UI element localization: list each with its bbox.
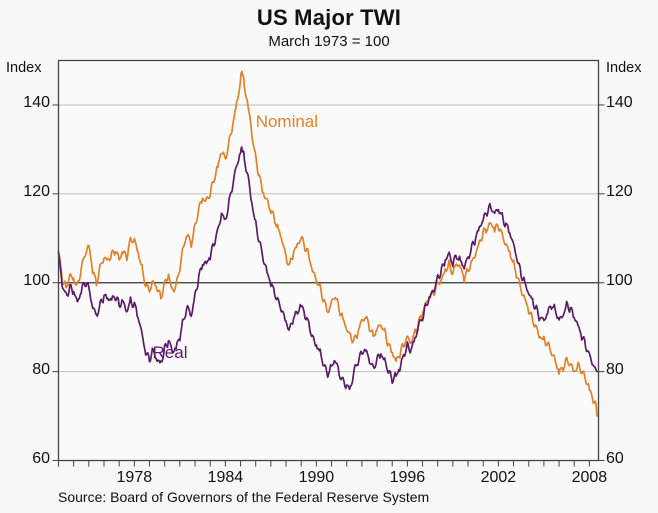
x-axis-tick-1984: 1984 [207,468,244,486]
source-note: Source: Board of Governors of the Federa… [58,489,430,505]
y-axis-tick-right-60: 60 [606,449,624,467]
y-axis-unit-left: Index [6,60,42,76]
x-axis-tick-2008: 2008 [571,468,608,486]
y-axis-tick-right-100: 100 [606,271,633,289]
x-axis-tick-2002: 2002 [480,468,517,486]
y-axis-tick-left-60: 60 [32,449,50,467]
y-axis-tick-right-140: 140 [606,93,633,111]
series-line-nominal [57,70,598,417]
series-label-nominal: Nominal [255,111,319,131]
y-axis-unit-right: Index [606,60,642,76]
x-axis-tick-1978: 1978 [116,468,153,486]
plot-background [58,60,599,461]
y-axis-tick-left-120: 120 [23,182,50,200]
y-axis-tick-right-120: 120 [606,182,633,200]
x-axis-tick-1996: 1996 [389,468,426,486]
plot-frame [57,59,600,462]
series-label-real: Real [152,342,188,362]
y-axis-tick-left-100: 100 [23,271,50,289]
chart-title: US Major TWI [256,5,402,30]
y-axis-tick-right-80: 80 [606,360,624,378]
series-line-real [57,146,598,391]
x-axis-tick-1990: 1990 [298,468,335,486]
y-axis-tick-left-140: 140 [23,93,50,111]
chart-subtitle: March 1973 = 100 [268,33,390,50]
y-axis-tick-left-80: 80 [32,360,50,378]
